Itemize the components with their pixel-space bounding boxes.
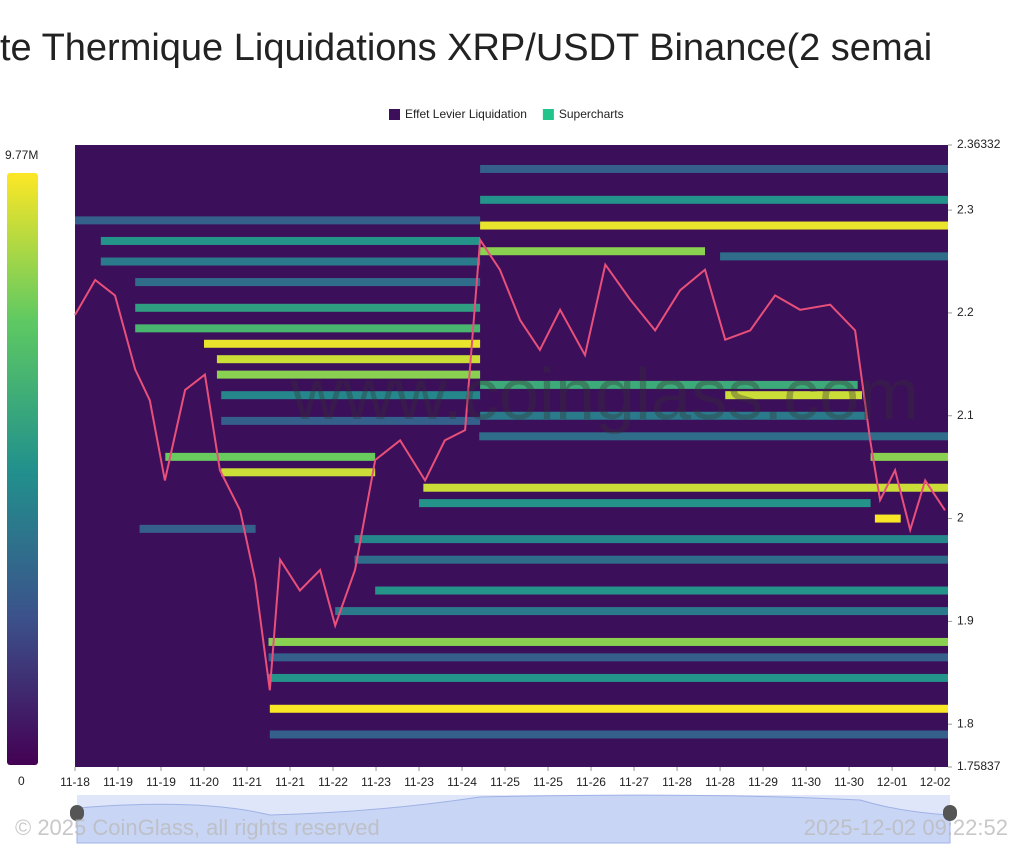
x-tick-label: 11-21 xyxy=(232,775,262,789)
heat-band xyxy=(221,468,376,477)
x-tick-label: 11-23 xyxy=(404,775,434,789)
heat-band xyxy=(480,380,858,389)
x-tick-label: 11-25 xyxy=(533,775,563,789)
x-tick-label: 11-26 xyxy=(576,775,606,789)
heat-band xyxy=(354,535,949,544)
y-tick-label: 2.2 xyxy=(957,305,974,319)
footer-right: 2025-12-02 09:22:52 xyxy=(804,815,1008,840)
x-tick-label: 11-20 xyxy=(189,775,219,789)
x-tick-label: 11-22 xyxy=(318,775,348,789)
heat-band xyxy=(870,452,948,461)
x-tick-label: 11-30 xyxy=(834,775,864,789)
y-tick-label: 2.1 xyxy=(957,408,974,422)
heat-band xyxy=(204,339,481,348)
legend-label: Effet Levier Liquidation xyxy=(405,107,527,121)
heat-band xyxy=(216,370,481,379)
x-tick-label: 11-27 xyxy=(619,775,649,789)
heat-band xyxy=(480,195,948,204)
heat-band xyxy=(419,499,871,508)
y-tick-label: 2.36332 xyxy=(957,137,1001,151)
x-tick-label: 11-29 xyxy=(748,775,778,789)
legend-swatch xyxy=(389,109,400,120)
plot-area xyxy=(74,145,949,767)
heat-band xyxy=(268,637,948,646)
x-tick-label: 11-28 xyxy=(662,775,692,789)
x-tick-label: 11-25 xyxy=(490,775,520,789)
y-tick-label: 2.3 xyxy=(957,202,974,216)
heat-band xyxy=(720,252,948,261)
legend-label: Supercharts xyxy=(559,107,624,121)
chart-title: te Thermique Liquidations XRP/USDT Binan… xyxy=(0,27,932,69)
heat-band xyxy=(268,653,948,662)
heat-band xyxy=(269,704,948,713)
heat-band xyxy=(423,483,948,492)
legend-swatch xyxy=(542,109,554,120)
x-tick-label: 12-02 xyxy=(920,775,951,789)
heat-band xyxy=(221,416,481,425)
colorbar xyxy=(7,173,38,765)
heat-band xyxy=(269,730,948,739)
heat-band xyxy=(75,216,481,225)
heat-band xyxy=(725,391,862,400)
heat-band xyxy=(480,164,948,173)
heat-band xyxy=(375,586,948,595)
x-tick-label: 11-18 xyxy=(60,775,90,789)
y-tick-label: 1.9 xyxy=(957,614,974,628)
price-line xyxy=(74,236,946,691)
y-tick-label: 1.75837 xyxy=(957,759,1001,773)
x-tick-label: 11-23 xyxy=(361,775,391,789)
heat-band xyxy=(335,607,948,616)
watermark: www.coinglass.com xyxy=(290,355,919,435)
y-tick-label: 2 xyxy=(957,511,964,525)
heat-band xyxy=(480,247,706,256)
colorbar-min: 0 xyxy=(18,774,25,788)
heat-band xyxy=(479,432,948,441)
heat-band xyxy=(139,524,256,533)
x-tick-label: 11-19 xyxy=(146,775,176,789)
heat-band xyxy=(135,324,481,333)
heat-band xyxy=(216,355,481,364)
footer-left: © 2025 CoinGlass, all rights reserved xyxy=(15,815,380,840)
heat-band xyxy=(100,257,481,266)
heat-band xyxy=(135,278,481,287)
x-tick-label: 11-28 xyxy=(705,775,735,789)
x-tick-label: 11-19 xyxy=(103,775,133,789)
heat-band xyxy=(480,221,948,230)
navigator-handle xyxy=(943,805,957,821)
heat-band xyxy=(268,673,948,682)
heat-band xyxy=(221,391,481,400)
x-tick-label: 12-01 xyxy=(877,775,908,789)
x-tick-label: 11-30 xyxy=(791,775,821,789)
heat-band xyxy=(135,303,481,312)
x-tick-label: 11-21 xyxy=(275,775,305,789)
heat-band xyxy=(480,411,867,420)
y-tick-label: 1.8 xyxy=(957,716,974,730)
heat-band xyxy=(165,452,376,461)
heat-band xyxy=(100,236,481,245)
x-tick-label: 11-24 xyxy=(447,775,477,789)
heat-band xyxy=(354,555,949,564)
heat-band xyxy=(874,514,901,523)
navigator-handle xyxy=(70,805,84,821)
navigator-shape xyxy=(76,794,951,844)
colorbar-max: 9.77M xyxy=(5,148,38,162)
